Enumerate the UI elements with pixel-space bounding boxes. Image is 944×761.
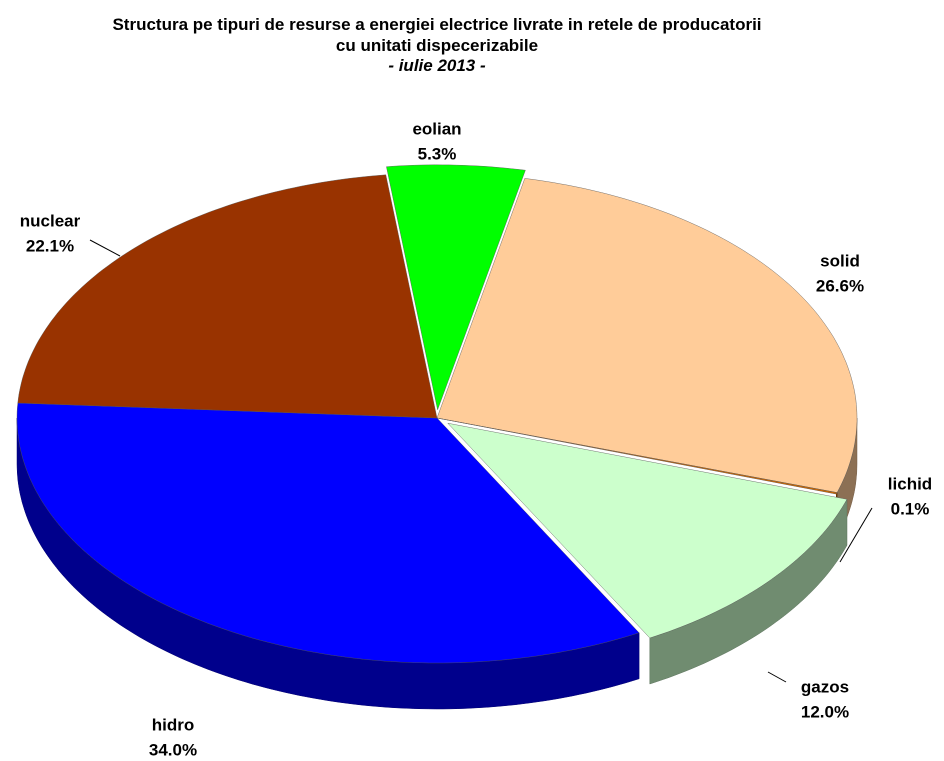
slice-label: solid [820, 251, 860, 270]
slice-label: lichid [888, 474, 932, 493]
leader-line [839, 507, 873, 563]
slice-label: gazos [801, 677, 849, 696]
slice [17, 174, 438, 419]
slice [386, 164, 526, 411]
chart-subtitle: - iulie 2013 - [388, 56, 486, 75]
value-label: 34.0% [149, 740, 197, 759]
slice [436, 178, 858, 493]
value-label: 5.3% [418, 144, 457, 163]
slice-label: nuclear [20, 211, 81, 230]
chart-title: Structura pe tipuri de resurse a energie… [112, 15, 762, 55]
value-label: 26.6% [816, 276, 864, 295]
value-label: 0.1% [891, 499, 930, 518]
slice-label: hidro [152, 715, 195, 734]
leader-line [767, 671, 787, 683]
slice [447, 422, 848, 639]
slice [16, 402, 640, 664]
value-label: 12.0% [801, 702, 849, 721]
value-label: 22.1% [26, 236, 74, 255]
leader-line [89, 239, 121, 257]
slice-label: eolian [412, 119, 461, 138]
slice [436, 417, 838, 495]
